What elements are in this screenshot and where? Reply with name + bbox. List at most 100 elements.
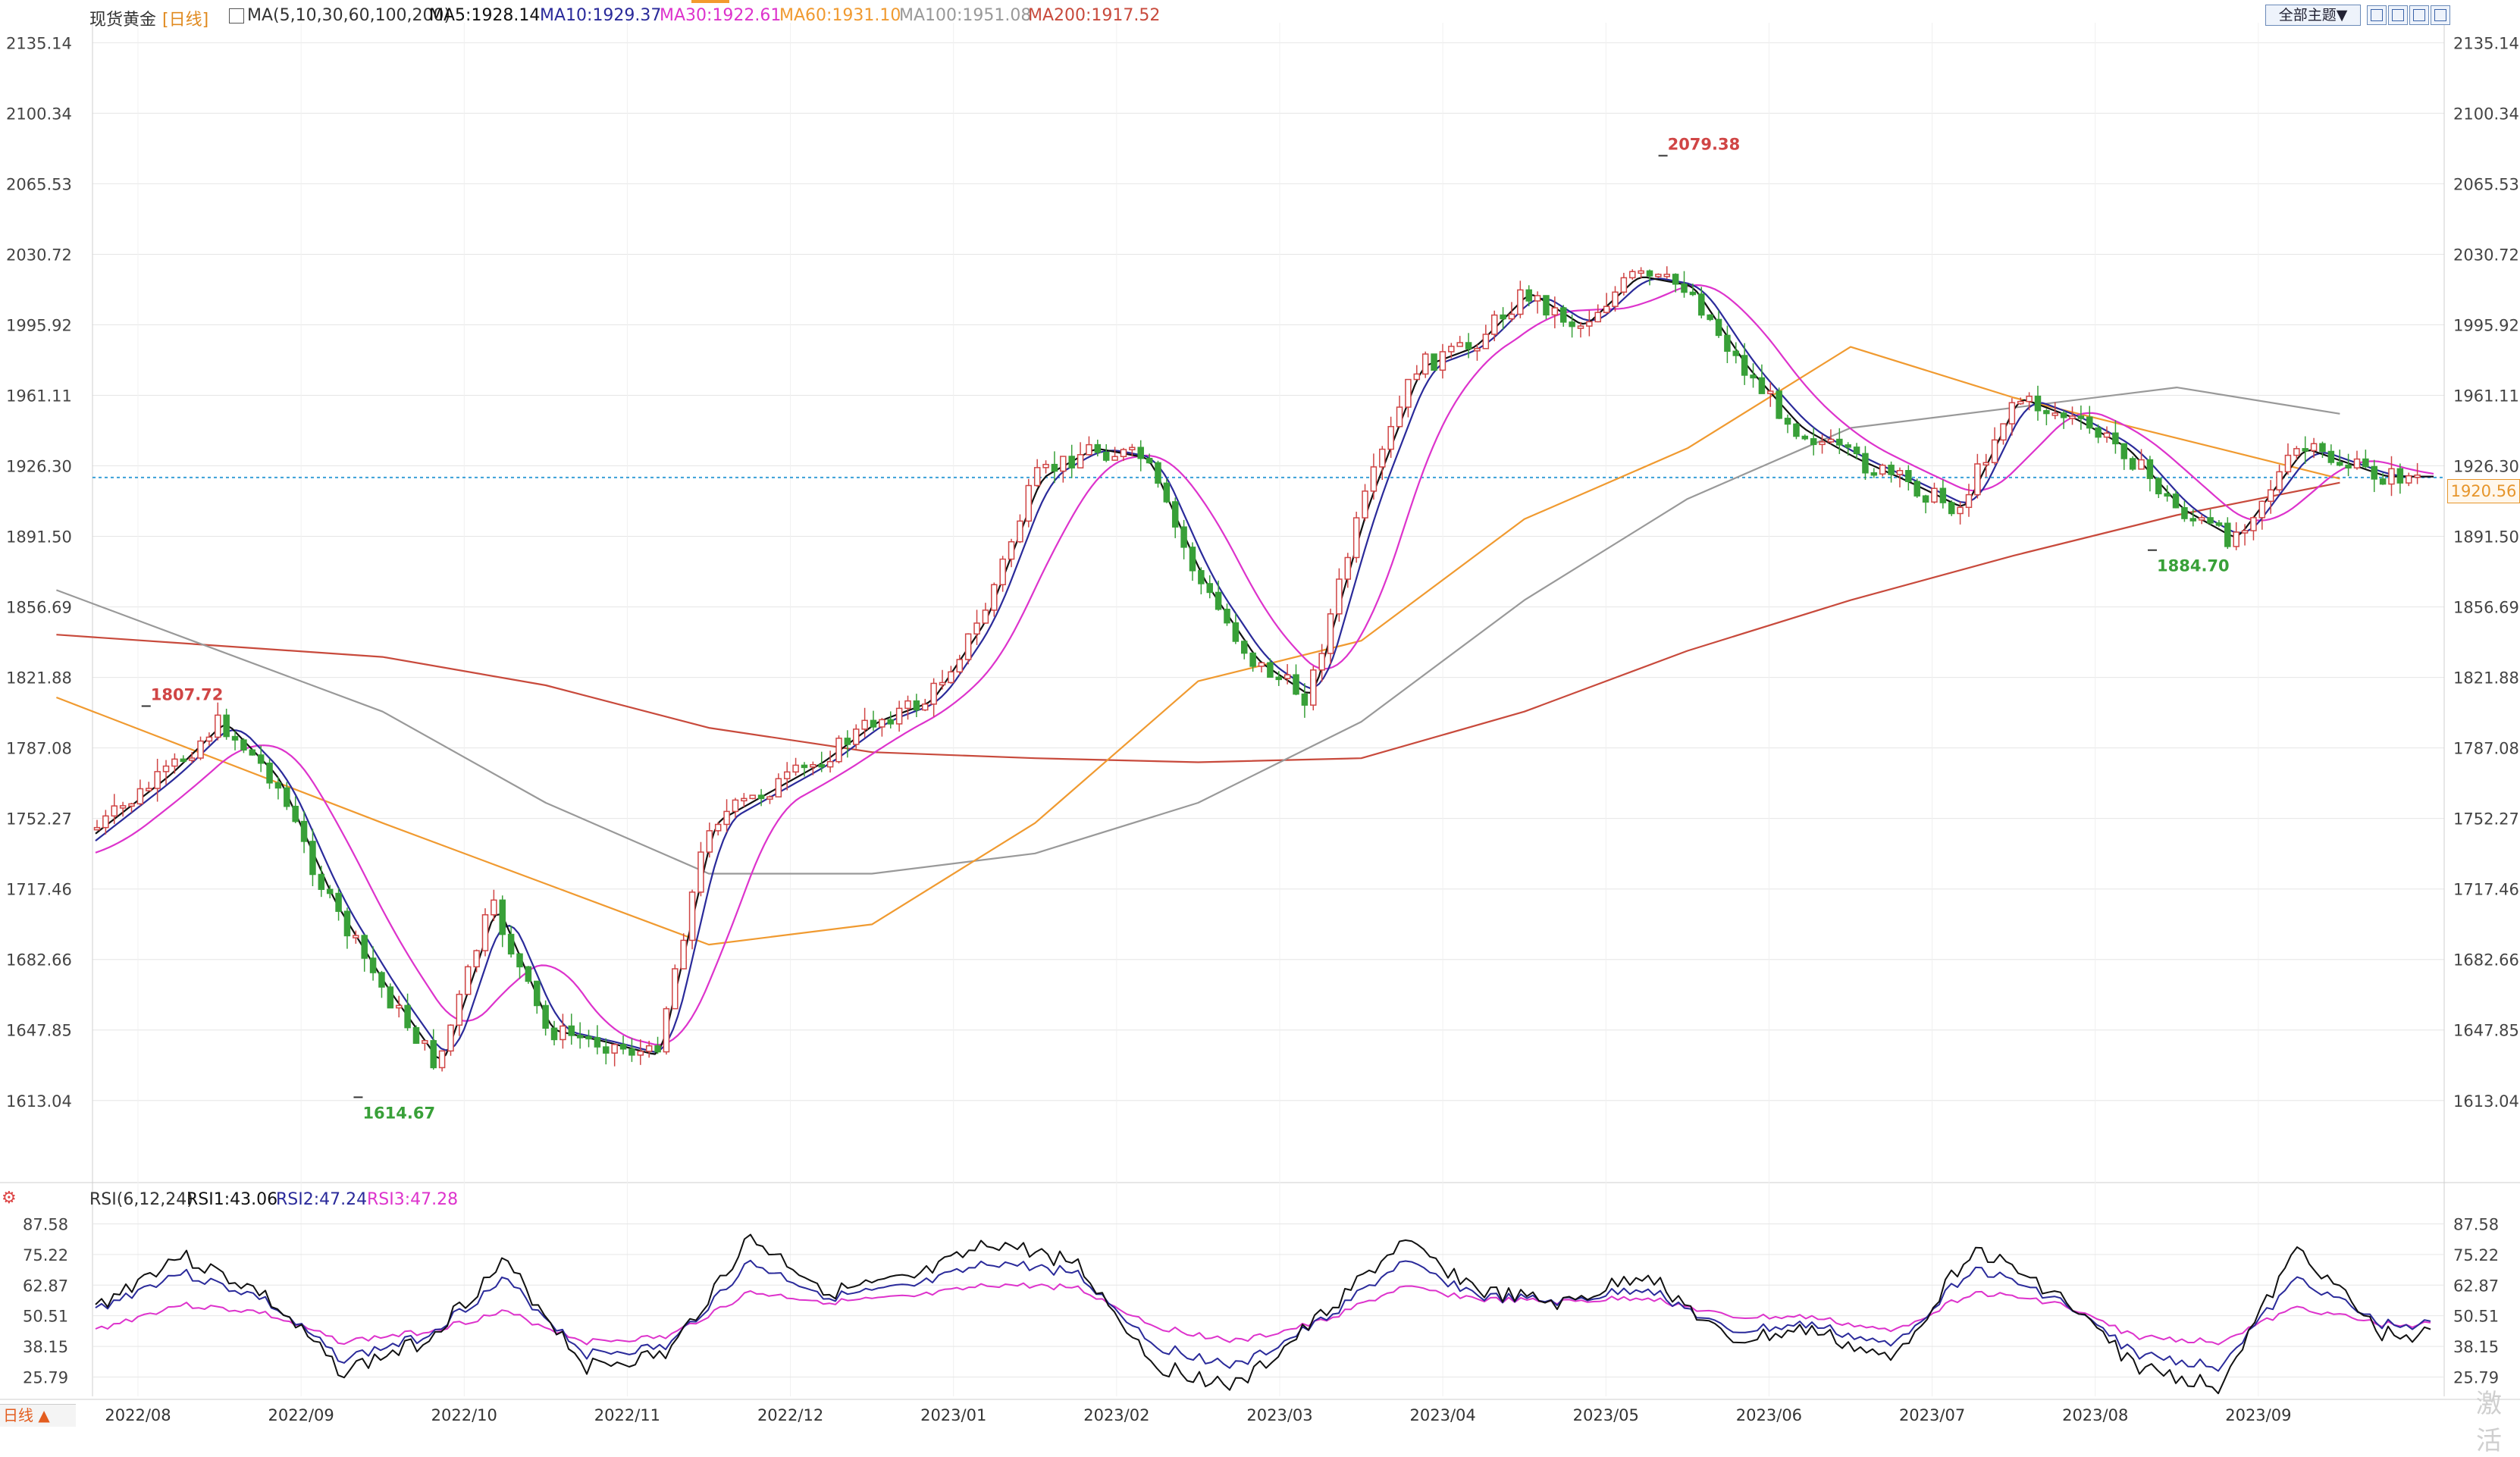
y-tick-label-right: 1717.46 [2453,881,2519,899]
x-tick-label: 2023/01 [920,1406,986,1424]
candle-body [1086,443,1092,456]
y-tick-label-right: 1856.69 [2453,599,2519,617]
candle-body [542,1004,549,1029]
ma-spec[interactable]: MA(5,10,30,60,100,200) [247,6,451,25]
candle-body [1025,484,1033,522]
candle-body [2396,468,2404,484]
y-tick-label-right: 1995.92 [2453,316,2519,334]
candle-body [1120,449,1127,458]
candle-body [1543,295,1550,316]
candle-body [1310,669,1317,706]
candle-body [1249,652,1256,667]
x-tick-label: 2023/06 [1736,1406,1802,1424]
y-tick-label-right: 1613.04 [2453,1092,2519,1111]
candle-body [999,558,1006,586]
period-label[interactable]: [日线] [162,11,209,30]
candle-body [1396,406,1403,428]
candle-body [1301,693,1309,706]
y-tick-label-left: 2065.53 [6,175,72,193]
expand-icon[interactable] [2431,5,2450,25]
candle-body [395,1004,403,1009]
y-tick-label-left: 1926.30 [6,458,72,476]
layout-split-icon[interactable] [2388,5,2408,25]
y-tick-label-right: 1961.11 [2453,387,2519,405]
candle-body [404,1004,411,1029]
candle-body [2215,522,2223,526]
candle-body [223,714,230,738]
candle-body [481,913,489,951]
x-tick-label: 2023/07 [1899,1406,1965,1424]
settings-gear-icon[interactable]: ⚙ [2,1189,17,1208]
candle-body [1387,425,1394,450]
candle-body [2146,459,2154,479]
candle-body [2155,478,2162,495]
y-tick-label-right: 2065.53 [2453,175,2519,193]
candle-body [680,939,687,970]
candle-body [335,892,342,912]
y-tick-label-left: 1995.92 [6,316,72,334]
layout-grid-icon[interactable] [2409,5,2429,25]
candle-body [2379,478,2387,485]
candle-body [1448,346,1455,352]
candle-body [1129,446,1136,450]
candle-body [1612,291,1619,307]
candle-body [2310,443,2318,452]
candle-body [1215,591,1222,610]
candle-body [1431,353,1437,371]
y-tick-label-right: 1647.85 [2453,1022,2519,1040]
x-tick-label: 2022/11 [594,1406,660,1424]
candle-body [146,788,152,791]
candle-body [1948,502,1955,515]
candle-body [2051,412,2059,416]
candle-body [1171,501,1179,528]
period-tab[interactable]: 日线 ▲ [0,1404,76,1427]
y-tick-label-left: 1682.66 [6,951,72,970]
y-tick-label-left: 1787.08 [6,740,72,758]
rsi3-line [95,1282,2431,1346]
candle-body [1758,377,1766,394]
candle-body [2189,518,2197,522]
candle-body [1620,277,1628,293]
x-tick-label: 2023/08 [2062,1406,2128,1424]
candle-body [895,707,903,725]
candle-body [422,1040,428,1044]
candle-body [1931,487,1938,503]
candle-body [783,771,791,779]
candle-body [1198,570,1205,584]
candle-body [231,735,239,741]
candle-body [240,739,247,751]
candle-body [438,1050,446,1069]
candle-body [603,1046,610,1054]
ma60-value: MA60:1931.10 [779,6,901,25]
y-tick-label-right: 1752.27 [2453,810,2519,829]
candle-body [1137,446,1144,459]
candle-body [1284,674,1291,679]
candle-body [1421,353,1429,375]
candle-body [1628,271,1636,279]
candle-body [318,873,325,890]
rsi-spec[interactable]: RSI(6,12,24) [89,1190,193,1209]
candle-body [2258,500,2266,519]
candle-body [585,1036,592,1040]
candle-body [1638,270,1644,274]
x-tick-label: 2023/05 [1573,1406,1639,1424]
rsi-tick-label-left: 75.22 [23,1246,68,1264]
rsi-tick-label-left: 38.15 [23,1338,68,1356]
candle-body [1836,438,1843,446]
last-price-badge: 1920.56 [2447,479,2520,503]
candle-body [1224,608,1230,624]
layout-single-icon[interactable] [2367,5,2387,25]
candle-body [369,957,377,973]
x-tick-label: 2022/08 [105,1406,171,1424]
candle-body [930,682,937,705]
candle-body [162,765,170,772]
candle-body [1344,556,1352,580]
candle-body [93,826,101,831]
candle-body [102,815,109,829]
indicator-toggle-icon[interactable] [229,8,244,24]
candle-body [1724,334,1731,352]
candle-body [1094,443,1102,453]
candle-body [507,933,515,955]
theme-select-button[interactable]: 全部主题▼ [2265,5,2361,26]
